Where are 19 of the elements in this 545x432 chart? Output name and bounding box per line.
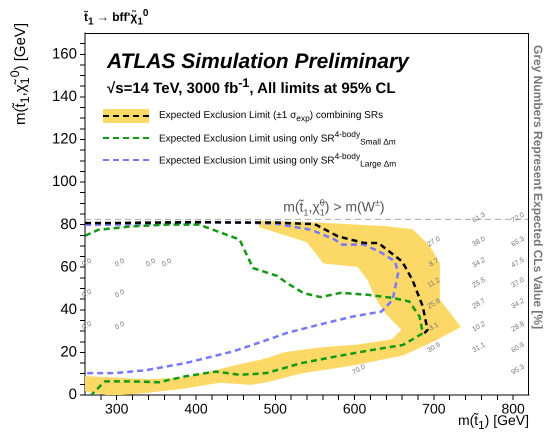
y-tick-label: 0 <box>68 386 77 404</box>
x-tick-label: 500 <box>264 400 288 416</box>
y2-axis-title: Grey Numbers Represent Expected CLs Value [%] <box>531 45 545 330</box>
x-tick-label: 700 <box>422 400 446 416</box>
y-tick-label: 20 <box>60 344 77 361</box>
y-tick-label: 160 <box>52 45 77 62</box>
text: ATLAS Simulation Preliminary <box>107 50 409 74</box>
y-tick-label: 60 <box>60 258 77 276</box>
y-tick-label: 40 <box>60 300 77 318</box>
legend-label: Expected Exclusion Limit (±1 σ$_{exp}$) combining SRs <box>159 110 384 122</box>
y-tick-label: 100 <box>52 173 77 190</box>
y-tick-label: 140 <box>52 88 77 106</box>
y-tick-label: 120 <box>52 130 77 148</box>
y-tick-label: 80 <box>60 216 77 233</box>
text: √s=14 TeV, 3000 fb$^{-1}$, All limits at 95% CL <box>107 76 396 97</box>
x-tick-label: 800 <box>501 400 526 416</box>
x-tick-label: 400 <box>184 400 208 416</box>
x-tick-label: 300 <box>105 400 129 416</box>
x-tick-label: 600 <box>342 400 366 416</box>
